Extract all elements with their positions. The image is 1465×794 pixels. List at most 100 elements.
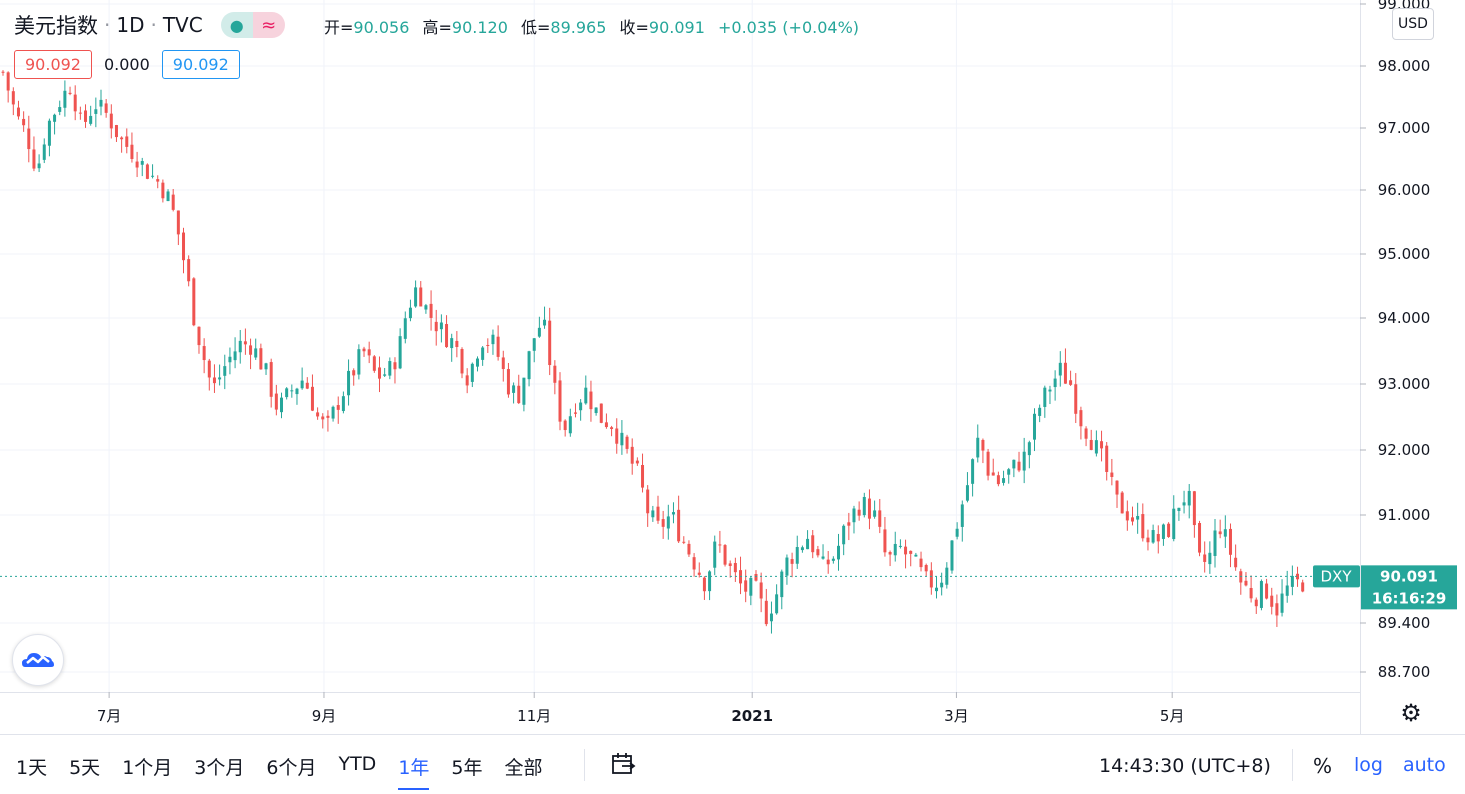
candle-body [37, 163, 41, 169]
range-1m[interactable]: 1个月 [122, 757, 173, 779]
candle-body [140, 161, 144, 165]
candle-body [310, 386, 314, 411]
candle-body [996, 475, 1000, 485]
candle-body [109, 113, 113, 129]
delayed-data-icon[interactable]: ≈ [252, 12, 285, 38]
separator-dot: · [104, 13, 111, 37]
currency-button[interactable]: USD [1392, 8, 1434, 40]
candle-body [347, 370, 351, 396]
candle-body [403, 318, 407, 339]
candle-body [1187, 490, 1191, 506]
range-1y[interactable]: 1年 [398, 753, 430, 790]
candle-body [1228, 528, 1232, 555]
candle-body [517, 385, 521, 404]
candle-body [264, 363, 268, 370]
candle-body [1074, 384, 1078, 414]
candle-body [445, 324, 449, 348]
candle-body [341, 396, 345, 412]
countdown-label: 16:16:29 [1372, 589, 1447, 607]
candle-body [130, 144, 134, 159]
candle-body [893, 543, 897, 556]
tradingview-logo[interactable] [12, 634, 64, 686]
candles [1, 70, 1305, 634]
close-label: 收= [619, 18, 649, 37]
candle-body [589, 391, 593, 410]
percent-scale-toggle[interactable]: % [1313, 754, 1333, 778]
legend-header[interactable]: 美元指数 · 1D · TVC ● ≈ [14, 10, 285, 40]
candle-body [1002, 478, 1006, 483]
candle-body [53, 114, 57, 122]
candle-body [821, 556, 825, 559]
candle-body [754, 574, 758, 581]
candle-body [1270, 595, 1274, 607]
candle-body [878, 510, 882, 527]
range-3m[interactable]: 3个月 [194, 757, 245, 779]
candle-body [646, 489, 650, 514]
candle-body [697, 572, 701, 575]
candle-body [986, 451, 990, 476]
candle-body [300, 380, 304, 389]
candle-body [1285, 585, 1289, 596]
last-price-box [1361, 565, 1457, 610]
market-open-icon[interactable]: ● [220, 12, 253, 38]
candle-body [506, 369, 510, 395]
auto-scale-toggle[interactable]: auto [1403, 754, 1446, 776]
candle-body [1007, 469, 1011, 475]
candle-body [883, 529, 887, 553]
candle-body [1120, 492, 1124, 514]
candle-body [764, 600, 768, 625]
range-all[interactable]: 全部 [504, 757, 543, 779]
candle-body [398, 336, 402, 369]
candle-body [867, 498, 871, 519]
value-box-red[interactable]: 90.092 [14, 50, 92, 79]
goto-date-calendar-icon[interactable] [610, 751, 636, 777]
value-box-blue[interactable]: 90.092 [161, 50, 240, 79]
candle-body [847, 522, 851, 526]
range-ytd[interactable]: YTD [338, 753, 377, 775]
range-5y[interactable]: 5年 [451, 757, 483, 779]
price-tick-label: 89.400 [1378, 614, 1431, 632]
candle-body [656, 506, 660, 521]
candle-body [888, 552, 892, 555]
log-scale-toggle[interactable]: log [1354, 754, 1383, 776]
candle-body [125, 136, 129, 147]
candle-body [919, 558, 923, 568]
candle-body [295, 388, 299, 395]
candle-body [372, 356, 376, 371]
candle-body [806, 538, 810, 550]
interval-label[interactable]: 1D [116, 13, 145, 37]
candle-body [1265, 583, 1269, 599]
candle-body [367, 349, 371, 356]
price-axis: 99.00098.00097.00096.00095.00094.00093.0… [1360, 0, 1430, 681]
candle-body [543, 319, 547, 326]
candle-body [1094, 440, 1098, 454]
candle-body [1032, 413, 1036, 440]
price-tick-label: 91.000 [1378, 506, 1431, 524]
range-1d[interactable]: 1天 [16, 757, 48, 779]
settings-gear-icon[interactable]: ⚙ [1400, 699, 1422, 727]
market-status-pill[interactable]: ● ≈ [220, 12, 285, 38]
timezone-clock[interactable]: 14:43:30 (UTC+8) [1099, 755, 1271, 777]
candle-body [862, 496, 866, 516]
price-tick-label: 92.000 [1378, 441, 1431, 459]
candle-body [1249, 587, 1253, 599]
candle-body [1223, 529, 1227, 537]
symbol-name[interactable]: 美元指数 [14, 14, 98, 38]
candle-body [831, 558, 835, 561]
candle-body [94, 109, 98, 114]
candle-body [280, 397, 284, 413]
candle-body [641, 464, 645, 488]
price-tick-label: 94.000 [1378, 309, 1431, 327]
candle-body [1038, 407, 1042, 416]
candlestick-chart[interactable]: 99.00098.00097.00096.00095.00094.00093.0… [0, 0, 1465, 734]
candle-body [22, 118, 26, 126]
candle-body [733, 562, 737, 573]
range-5d[interactable]: 5天 [69, 757, 101, 779]
price-tick-label: 97.000 [1378, 119, 1431, 137]
candle-body [532, 338, 536, 351]
candle-body [114, 125, 118, 138]
candle-body [326, 415, 330, 418]
candle-body [708, 571, 712, 592]
candle-body [1156, 533, 1160, 542]
range-6m[interactable]: 6个月 [266, 757, 317, 779]
